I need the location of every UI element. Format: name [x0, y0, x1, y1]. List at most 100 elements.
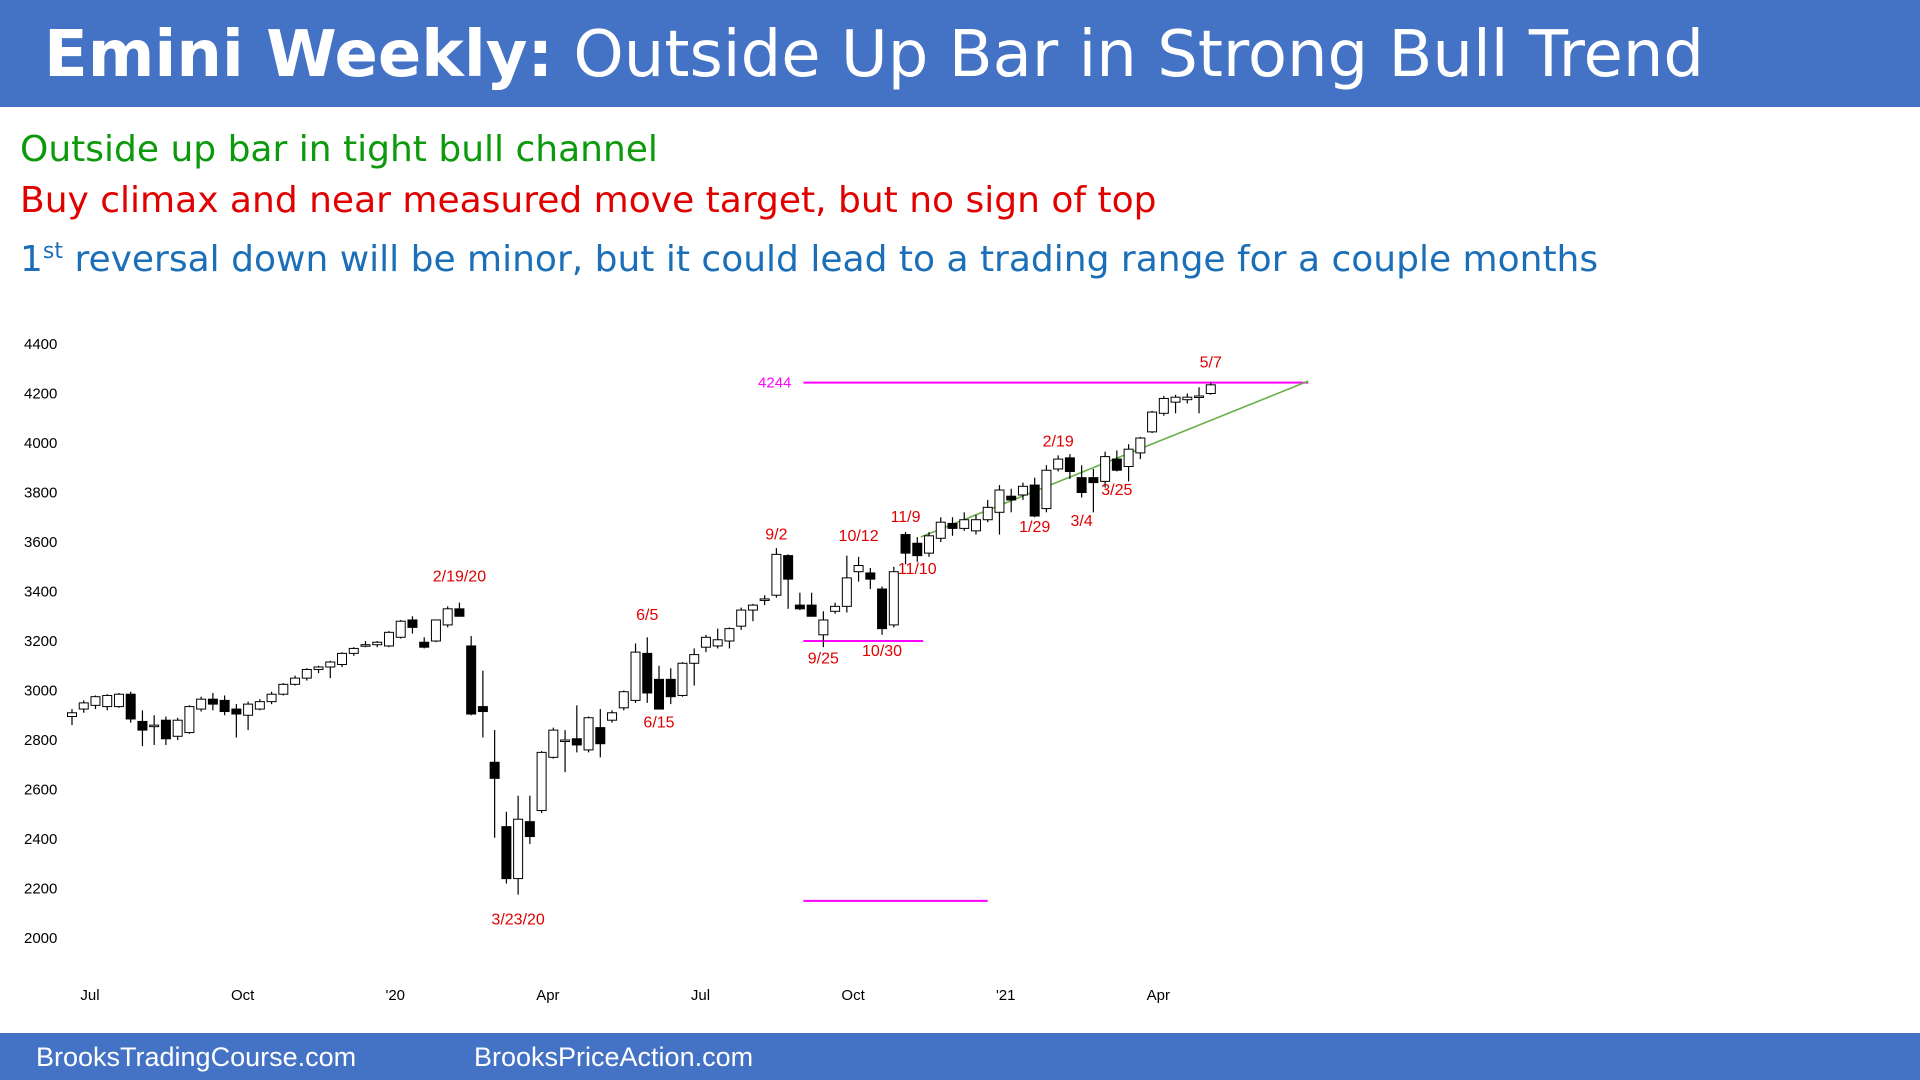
candle: [665, 668, 676, 705]
candle-body-up: [337, 652, 348, 666]
candle-body-down: [1029, 484, 1040, 517]
candle: [102, 694, 113, 711]
title-rest: Outside Up Bar in Strong Bull Trend: [573, 18, 1705, 92]
y-tick-label: 2200: [24, 881, 57, 898]
candle-body-up: [935, 521, 946, 539]
candle: [888, 566, 899, 628]
y-tick-label: 4200: [24, 386, 57, 403]
candle: [430, 619, 441, 643]
candle: [571, 705, 582, 753]
date-annotation: 6/5: [636, 607, 658, 624]
date-annotation: 2/19/20: [433, 569, 486, 586]
candle: [654, 665, 664, 710]
candle: [1006, 488, 1017, 513]
candle: [207, 692, 218, 711]
candle: [1182, 393, 1193, 404]
candle: [935, 517, 946, 542]
candle-body-up: [818, 619, 829, 636]
candle-body-up: [607, 712, 618, 721]
date-annotation: 2/19: [1043, 434, 1074, 451]
candle: [184, 705, 195, 734]
date-annotation: 5/7: [1200, 355, 1222, 372]
candle-body-up: [994, 489, 1005, 513]
candle: [90, 695, 101, 710]
candle: [595, 709, 606, 758]
candle-body-down: [466, 645, 477, 715]
candle: [160, 716, 171, 745]
candle: [337, 652, 348, 667]
candle-body-down: [477, 706, 488, 713]
candle-body-down: [1111, 458, 1122, 471]
date-annotation: 1/29: [1019, 519, 1050, 536]
candle-body-up: [1041, 469, 1052, 510]
candle: [113, 692, 124, 708]
y-tick-label: 2600: [24, 782, 57, 799]
candle: [149, 715, 160, 745]
candle-body-up: [1017, 485, 1028, 496]
candle: [383, 631, 394, 648]
candle: [947, 517, 958, 536]
candle-body-down: [137, 720, 148, 731]
candle: [301, 668, 312, 681]
y-tick-label: 3200: [24, 633, 57, 650]
y-tick-label: 2400: [24, 831, 57, 848]
candle: [172, 717, 183, 740]
candle: [830, 602, 841, 614]
candle-body-up: [924, 535, 935, 554]
candle-body-up: [1135, 437, 1146, 454]
candle-body-down: [877, 588, 888, 630]
candle-body-down: [489, 761, 500, 779]
candle: [501, 811, 512, 884]
candle-body-up: [712, 639, 723, 647]
candle-body-up: [360, 644, 371, 647]
x-tick-label: '20: [385, 987, 405, 1004]
candle-body-up: [348, 647, 359, 654]
candle-body-up: [630, 651, 641, 701]
candle-body-down: [524, 821, 535, 838]
candle: [395, 619, 406, 639]
candle-body-up: [1170, 396, 1181, 403]
date-annotation: 6/15: [643, 715, 674, 732]
candle: [513, 795, 524, 895]
candle: [900, 532, 911, 565]
candle-body-up: [372, 641, 383, 646]
date-annotation: 9/25: [808, 650, 839, 667]
date-annotation: 11/9: [891, 509, 921, 526]
candle: [865, 567, 876, 590]
candle: [783, 554, 794, 609]
candle-body-up: [759, 598, 770, 601]
candle-body-up: [290, 677, 301, 685]
candle: [290, 675, 301, 686]
candle-body-down: [454, 608, 465, 617]
candle: [548, 727, 559, 759]
candle-body-up: [747, 604, 758, 611]
candle: [560, 730, 571, 773]
candle: [853, 556, 864, 582]
candle: [689, 648, 700, 686]
candle: [771, 548, 782, 598]
candle-body-up: [1158, 397, 1169, 414]
candle: [994, 485, 1005, 535]
x-tick-label: '21: [996, 987, 1016, 1004]
candle: [137, 710, 148, 747]
footer-site-right: BrooksPriceAction.com: [474, 1042, 754, 1072]
candle: [959, 512, 970, 531]
candle: [1170, 394, 1181, 414]
candle-body-up: [536, 751, 547, 812]
candle-body-up: [325, 661, 336, 668]
candle-body-down: [900, 534, 911, 554]
footer-site-left: BrooksTradingCourse.com: [36, 1042, 357, 1072]
candle: [712, 628, 723, 649]
candle: [1194, 387, 1205, 414]
candle-body-up: [313, 666, 324, 670]
candle-body-up: [618, 691, 629, 709]
candle-body-up: [677, 662, 688, 696]
bullet-3-ordinal: st: [42, 239, 63, 264]
candle-body-up: [548, 729, 559, 758]
candle: [219, 695, 230, 716]
candle-body-down: [1076, 477, 1087, 493]
candle: [607, 710, 618, 723]
candle: [877, 586, 888, 635]
y-tick-label: 4000: [24, 435, 57, 452]
candle-body-down: [407, 619, 418, 628]
